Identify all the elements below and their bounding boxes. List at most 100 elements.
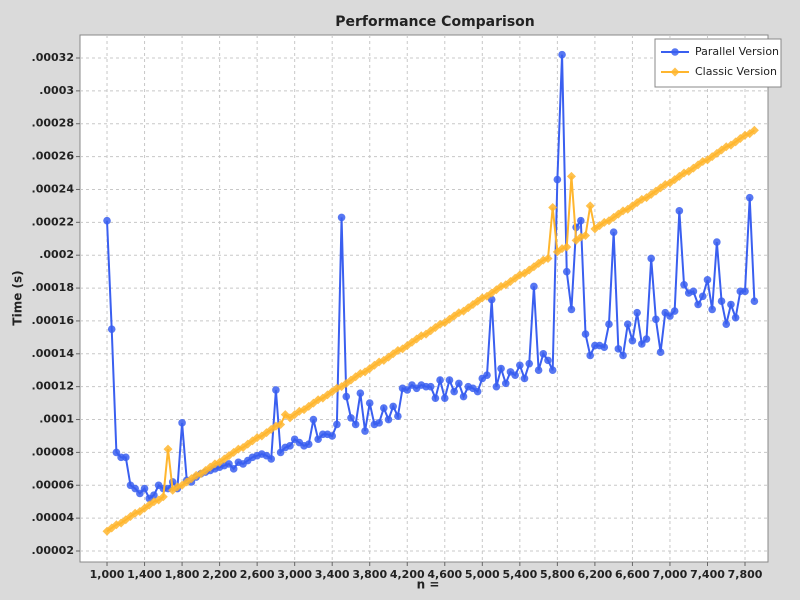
marker	[459, 392, 468, 401]
marker	[426, 382, 435, 391]
y-tick-label: .00016	[32, 314, 75, 327]
marker	[666, 312, 674, 320]
marker	[586, 351, 595, 360]
marker	[455, 379, 463, 388]
marker	[605, 320, 613, 329]
marker	[365, 399, 374, 407]
marker	[131, 484, 139, 493]
marker	[309, 415, 318, 424]
marker	[553, 175, 562, 184]
legend-label: Parallel Version	[695, 45, 779, 58]
marker	[272, 386, 280, 394]
marker	[566, 171, 576, 181]
marker	[140, 484, 149, 493]
y-tick-label: .00026	[32, 150, 75, 163]
marker	[347, 414, 355, 422]
marker	[351, 420, 360, 429]
marker	[544, 356, 552, 365]
marker	[112, 448, 121, 457]
x-tick-label: 5,400	[502, 568, 537, 581]
marker	[749, 125, 759, 135]
marker	[722, 320, 731, 329]
marker	[276, 419, 286, 429]
x-tick-label: 6,600	[615, 568, 650, 581]
marker	[670, 67, 680, 77]
marker	[445, 376, 454, 384]
marker	[178, 419, 186, 427]
marker	[384, 415, 393, 424]
x-tick-label: 2,600	[240, 568, 275, 581]
marker	[562, 267, 571, 276]
marker	[713, 238, 721, 246]
marker	[548, 366, 557, 375]
marker	[708, 305, 716, 314]
marker	[585, 201, 595, 211]
marker	[548, 203, 558, 213]
x-axis-label: n =	[417, 578, 440, 592]
marker	[342, 392, 351, 401]
y-axis-label: Time (s)	[11, 270, 25, 325]
marker	[328, 432, 336, 440]
x-tick-label: 3,000	[277, 568, 312, 581]
y-tick-label: .0003	[39, 84, 74, 97]
marker	[450, 387, 458, 396]
marker	[698, 292, 707, 301]
marker	[656, 348, 665, 356]
marker	[577, 216, 585, 225]
marker	[623, 320, 632, 329]
marker	[534, 366, 543, 375]
marker	[581, 330, 590, 338]
marker	[158, 492, 168, 502]
x-tick-label: 4,600	[427, 568, 462, 581]
marker	[543, 253, 553, 263]
x-tick-label: 1,800	[165, 568, 200, 581]
marker	[581, 230, 591, 240]
marker	[741, 287, 749, 296]
marker	[567, 305, 576, 314]
x-tick-label: 2,200	[202, 568, 237, 581]
marker	[497, 364, 505, 373]
y-tick-label: .00018	[32, 281, 74, 294]
marker	[440, 394, 449, 402]
marker	[356, 389, 365, 398]
marker	[516, 361, 524, 370]
marker	[530, 282, 538, 291]
marker	[225, 460, 233, 468]
marker	[647, 254, 655, 263]
y-tick-label: .00014	[32, 347, 75, 360]
marker	[558, 50, 566, 59]
marker	[525, 359, 534, 368]
y-tick-label: .00012	[32, 380, 74, 393]
marker	[121, 453, 130, 462]
y-tick-label: .00028	[32, 117, 74, 130]
marker	[520, 374, 529, 383]
marker	[492, 382, 501, 391]
marker	[314, 435, 322, 444]
x-tick-label: 5,800	[540, 568, 575, 581]
marker	[717, 297, 726, 306]
chart-title: Performance Comparison	[335, 14, 535, 30]
y-tick-label: .00004	[32, 511, 75, 524]
marker	[375, 419, 383, 427]
legend-box	[654, 38, 782, 88]
marker	[431, 394, 440, 402]
x-tick-label: 3,400	[315, 568, 350, 581]
marker	[229, 465, 238, 473]
x-tick-label: 3,800	[352, 568, 387, 581]
marker	[538, 255, 548, 265]
marker	[689, 287, 698, 296]
marker	[379, 404, 388, 412]
marker	[745, 193, 754, 202]
marker	[670, 307, 679, 315]
x-tick-label: 7,800	[728, 568, 763, 581]
marker	[750, 297, 759, 306]
marker	[727, 300, 735, 309]
marker	[633, 308, 641, 317]
marker	[539, 349, 548, 358]
y-tick-label: .00006	[32, 478, 75, 491]
x-tick-label: 6,200	[577, 568, 612, 581]
marker	[562, 242, 572, 252]
y-tick-label: .00022	[32, 215, 74, 228]
x-tick-label: 1,000	[90, 568, 125, 581]
